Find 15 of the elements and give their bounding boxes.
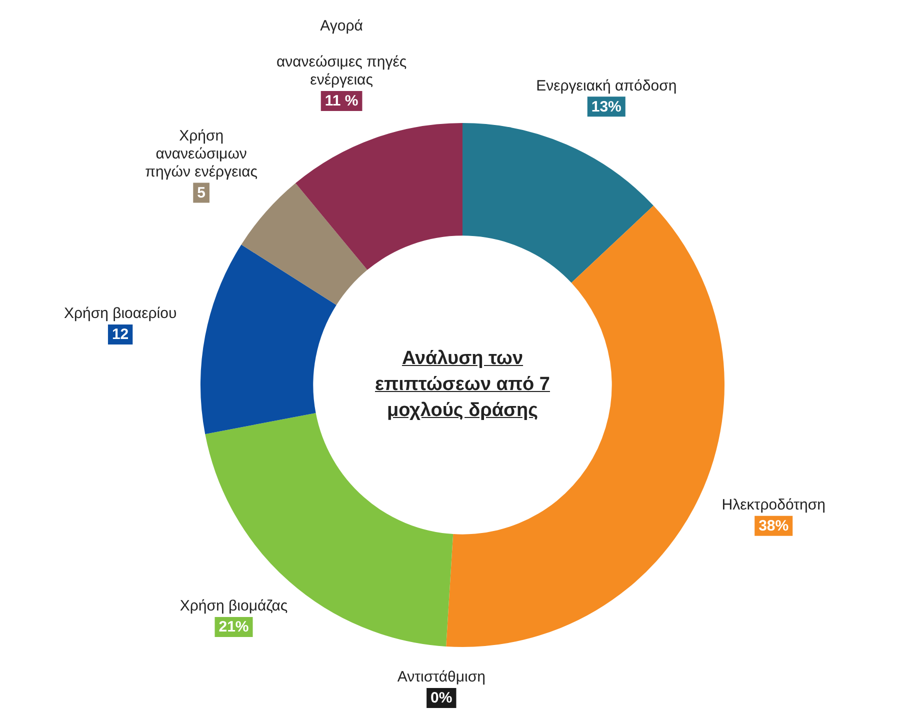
text: Ανάλυση των επιπτώσεων από 7 μοχλούς δράσης <box>374 347 551 423</box>
data-label: 5 <box>197 184 206 202</box>
category-label: Αντιστάθμιση <box>397 668 486 686</box>
slice-label: Χρήση ανανεώσιμων πηγών ενέργειας <box>145 127 258 180</box>
text: 0% <box>430 690 452 707</box>
category-label: Αγορά ανανεώσιμες πηγές ενέργειας <box>276 18 407 89</box>
slice-label: Χρήση βιομάζας <box>180 598 288 615</box>
slice-label: Χρήση βιοαερίου <box>64 305 177 322</box>
data-label: 21% <box>218 618 249 636</box>
data-label: 38% <box>758 517 789 534</box>
slice-label: Ενεργειακή απόδοση <box>536 77 677 94</box>
data-label: 13% <box>591 98 622 116</box>
data-label: 11 % <box>324 92 358 110</box>
data-label: 12 <box>112 326 129 344</box>
slice-label: Ηλεκτροδότηση <box>722 496 826 514</box>
